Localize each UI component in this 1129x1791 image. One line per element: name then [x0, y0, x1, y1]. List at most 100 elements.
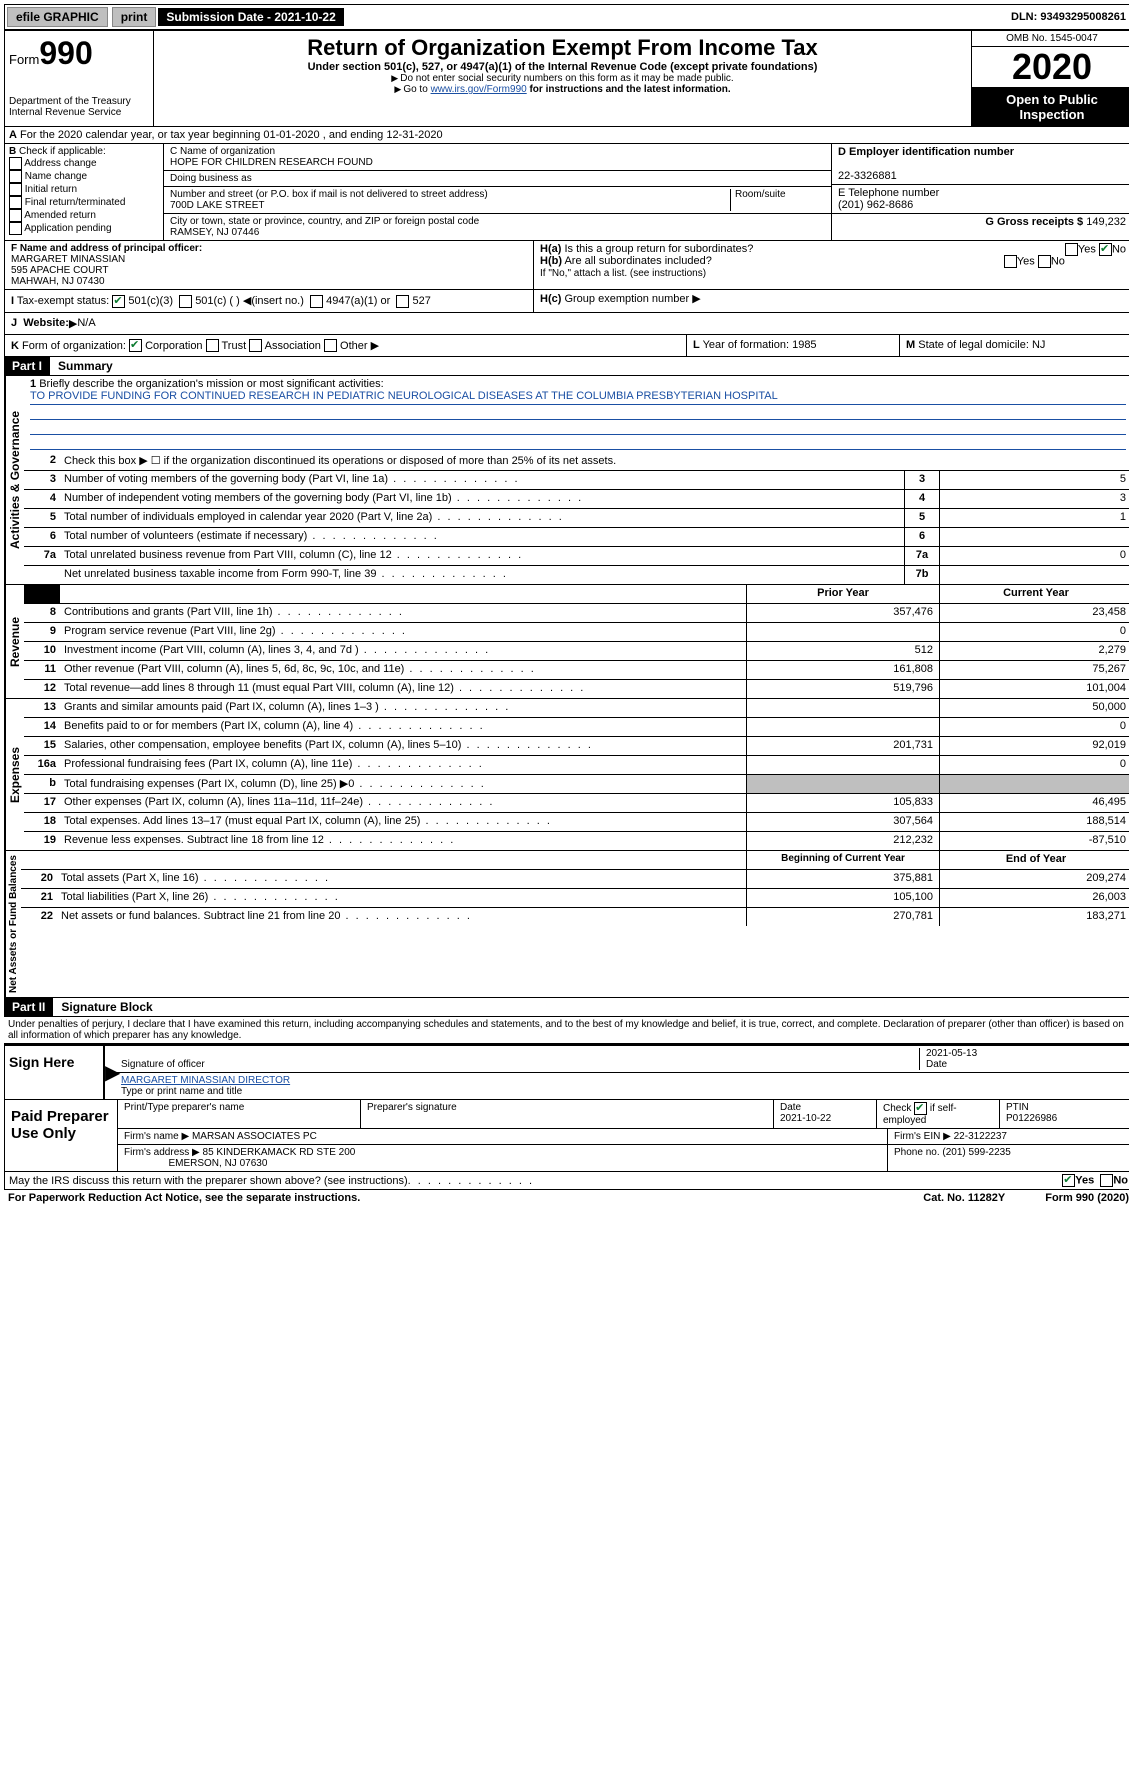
- line2-text: Check this box ▶ ☐ if the organization d…: [60, 452, 1129, 470]
- self-employed-check[interactable]: Check if self-employed: [877, 1100, 1000, 1128]
- table-row: 13Grants and similar amounts paid (Part …: [24, 699, 1129, 718]
- firm-phone: (201) 599-2235: [942, 1147, 1010, 1158]
- ein: 22-3326881: [838, 170, 897, 182]
- irs-link[interactable]: www.irs.gov/Form990: [431, 84, 527, 95]
- room-suite: Room/suite: [730, 189, 825, 211]
- mission-text: TO PROVIDE FUNDING FOR CONTINUED RESEARC…: [30, 390, 1126, 405]
- dba-row: Doing business as: [164, 171, 831, 187]
- firm-ein: 22-3122237: [954, 1131, 1007, 1142]
- topbar: efile GRAPHIC print Submission Date - 20…: [4, 4, 1129, 31]
- table-row: 6Total number of volunteers (estimate if…: [24, 528, 1129, 547]
- discuss-row: May the IRS discuss this return with the…: [4, 1172, 1129, 1190]
- table-row: 7aTotal unrelated business revenue from …: [24, 547, 1129, 566]
- omb-number: OMB No. 1545-0047: [972, 31, 1129, 47]
- paid-preparer-label: Paid Preparer Use Only: [5, 1100, 118, 1171]
- preparer-date: 2021-10-22: [780, 1113, 831, 1124]
- expenses-section: Expenses 13Grants and similar amounts pa…: [4, 699, 1129, 851]
- typed-name: MARGARET MINASSIAN DIRECTOR: [121, 1075, 290, 1086]
- beg-year-hdr: Beginning of Current Year: [746, 851, 939, 869]
- table-row: 17Other expenses (Part IX, column (A), l…: [24, 794, 1129, 813]
- addr-change-checkbox[interactable]: [9, 157, 22, 170]
- assoc-checkbox[interactable]: [249, 339, 262, 352]
- table-row: 4Number of independent voting members of…: [24, 490, 1129, 509]
- cat-no: Cat. No. 11282Y: [923, 1192, 1005, 1204]
- amended-return-checkbox[interactable]: [9, 209, 22, 222]
- sig-date: 2021-05-13: [926, 1048, 977, 1059]
- 4947-checkbox[interactable]: [310, 295, 323, 308]
- table-row: 8Contributions and grants (Part VIII, li…: [24, 604, 1129, 623]
- entity-block: B Check if applicable: Address change Na…: [4, 144, 1129, 241]
- ssn-note: Do not enter social security numbers on …: [162, 73, 963, 84]
- table-row: 11Other revenue (Part VIII, column (A), …: [24, 661, 1129, 680]
- revenue-section: Revenue b Prior Year Current Year 8Contr…: [4, 585, 1129, 699]
- dept-treasury: Department of the Treasury: [9, 96, 149, 107]
- table-row: 18Total expenses. Add lines 13–17 (must …: [24, 813, 1129, 832]
- netassets-tab: Net Assets or Fund Balances: [5, 851, 21, 997]
- goto-note: Go to www.irs.gov/Form990 for instructio…: [162, 84, 963, 95]
- other-checkbox[interactable]: [324, 339, 337, 352]
- website-value: N/A: [77, 317, 95, 330]
- netassets-section: Net Assets or Fund Balances Beginning of…: [4, 851, 1129, 998]
- final-return-checkbox[interactable]: [9, 196, 22, 209]
- current-year-hdr: Current Year: [939, 585, 1129, 603]
- initial-return-checkbox[interactable]: [9, 183, 22, 196]
- form-number: Form990: [9, 35, 149, 72]
- perjury-statement: Under penalties of perjury, I declare th…: [4, 1017, 1129, 1043]
- part1-title: Summary: [50, 357, 1129, 376]
- table-row: 12Total revenue—add lines 8 through 11 (…: [24, 680, 1129, 698]
- table-row: 15Salaries, other compensation, employee…: [24, 737, 1129, 756]
- part2-label: Part II: [4, 998, 53, 1017]
- expenses-tab: Expenses: [5, 699, 24, 850]
- app-pending-checkbox[interactable]: [9, 222, 22, 235]
- end-year-hdr: End of Year: [939, 851, 1129, 869]
- hb-yes-checkbox[interactable]: [1004, 255, 1017, 268]
- table-row: bTotal fundraising expenses (Part IX, co…: [24, 775, 1129, 794]
- table-row: 21Total liabilities (Part X, line 26)105…: [21, 889, 1129, 908]
- discuss-no-checkbox[interactable]: [1100, 1174, 1113, 1187]
- table-row: 16aProfessional fundraising fees (Part I…: [24, 756, 1129, 775]
- telephone: (201) 962-8686: [838, 199, 913, 211]
- firm-addr2: EMERSON, NJ 07630: [168, 1158, 267, 1169]
- table-row: 10Investment income (Part VIII, column (…: [24, 642, 1129, 661]
- tax-year: 2020: [972, 47, 1129, 88]
- submission-date-tab: Submission Date - 2021-10-22: [158, 8, 343, 26]
- form-title: Return of Organization Exempt From Incom…: [162, 35, 963, 61]
- firm-addr1: 85 KINDERKAMACK RD STE 200: [203, 1147, 356, 1158]
- sign-here-label: Sign Here: [5, 1046, 105, 1099]
- governance-tab: Activities & Governance: [5, 376, 24, 584]
- irs-label: Internal Revenue Service: [9, 107, 149, 118]
- officer-addr1: 595 APACHE COURT: [11, 265, 108, 276]
- prior-year-hdr: Prior Year: [746, 585, 939, 603]
- ptin: P01226986: [1006, 1113, 1057, 1124]
- 501c3-checkbox[interactable]: [112, 295, 125, 308]
- officer-group-block: F Name and address of principal officer:…: [4, 241, 1129, 290]
- ha-yes-checkbox[interactable]: [1065, 243, 1078, 256]
- efile-button[interactable]: efile GRAPHIC: [7, 7, 108, 27]
- trust-checkbox[interactable]: [206, 339, 219, 352]
- 501c-checkbox[interactable]: [179, 295, 192, 308]
- city-state-zip: RAMSEY, NJ 07446: [170, 227, 259, 238]
- org-name: HOPE FOR CHILDREN RESEARCH FOUND: [170, 157, 373, 168]
- paid-preparer-block: Paid Preparer Use Only Print/Type prepar…: [4, 1100, 1129, 1172]
- name-change-checkbox[interactable]: [9, 170, 22, 183]
- ha-no-checkbox[interactable]: [1099, 243, 1112, 256]
- table-row: 5Total number of individuals employed in…: [24, 509, 1129, 528]
- form-header: Form990 Department of the Treasury Inter…: [4, 31, 1129, 127]
- corp-checkbox[interactable]: [129, 339, 142, 352]
- table-row: 9Program service revenue (Part VIII, lin…: [24, 623, 1129, 642]
- table-row: 3Number of voting members of the governi…: [24, 471, 1129, 490]
- 527-checkbox[interactable]: [396, 295, 409, 308]
- klm-row: K Form of organization: Corporation Trus…: [4, 335, 1129, 358]
- firm-name: MARSAN ASSOCIATES PC: [192, 1131, 317, 1142]
- part1-label: Part I: [4, 357, 50, 376]
- table-row: 22Net assets or fund balances. Subtract …: [21, 908, 1129, 926]
- officer-name: MARGARET MINASSIAN: [11, 254, 125, 265]
- table-row: 20Total assets (Part X, line 16)375,8812…: [21, 870, 1129, 889]
- table-row: Net unrelated business taxable income fr…: [24, 566, 1129, 584]
- form-subtitle: Under section 501(c), 527, or 4947(a)(1)…: [162, 61, 963, 73]
- discuss-yes-checkbox[interactable]: [1062, 1174, 1075, 1187]
- hb-no-checkbox[interactable]: [1038, 255, 1051, 268]
- print-button[interactable]: print: [112, 7, 157, 27]
- open-public-badge: Open to Public Inspection: [972, 88, 1129, 126]
- website-row: J Website: ▶ N/A: [4, 313, 1129, 335]
